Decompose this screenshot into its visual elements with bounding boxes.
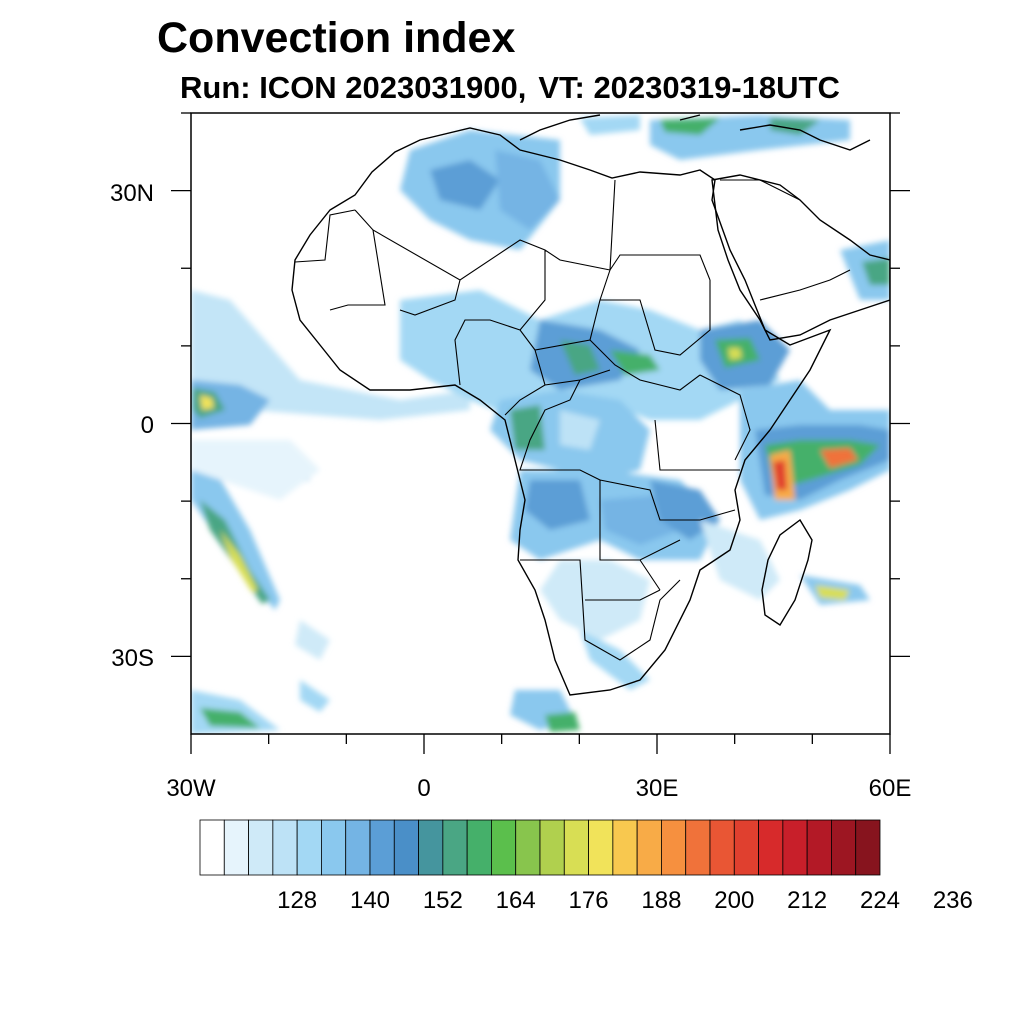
africa-coastline [291,127,832,696]
field-patch [525,480,590,530]
field-patch [773,460,787,490]
colorbar-swatch [782,819,808,876]
mediterranean-north-coast [519,114,871,151]
colorbar-swatch [321,819,347,876]
colorbar-swatch [709,819,735,876]
field-patch [820,448,858,468]
country-borders [294,179,851,661]
field-patch [191,290,470,420]
colorbar [199,819,881,876]
colorbar-swatch [369,819,395,876]
chart-title: Convection index [157,14,516,62]
border-line [294,179,851,661]
colorbar-swatch [272,819,298,876]
colorbar-swatch [661,819,687,876]
field-patch [770,118,820,135]
colorbar-label: 236 [932,887,973,914]
colorbar-swatch [418,819,444,876]
colorbar-swatch [685,819,711,876]
field-patch [200,708,260,728]
colorbar-swatch [855,819,881,876]
convection-field [191,115,890,734]
colorbar-swatch [806,819,832,876]
lat-label-30n: 30N [109,180,154,207]
field-patch [430,160,500,210]
colorbar-label: 200 [714,887,755,914]
colorbar-swatch [758,819,784,876]
field-patch [560,410,600,450]
colorbar-label: 188 [641,887,682,914]
lon-label-0: 0 [417,775,431,802]
field-patch [191,440,320,500]
field-patch [220,530,258,592]
colorbar-swatch [612,819,638,876]
colorbar-swatch [491,819,517,876]
colorbar-swatch [296,819,322,876]
colorbar-label: 212 [787,887,828,914]
colorbar-label: 164 [495,887,536,914]
colorbar-label: 128 [277,887,318,914]
arabia-coastline [711,174,890,341]
run-label: Run: ICON 2023031900, [180,70,527,105]
field-patch [610,350,660,375]
colorbar-label: 224 [859,887,901,914]
field-patch [660,118,720,135]
colorbar-label: 176 [568,887,609,914]
colorbar-swatch [248,819,274,876]
lon-label-60e: 60E [868,775,912,802]
field-patch [191,450,280,610]
field-patch [560,340,600,375]
field-patch [815,585,850,600]
colorbar-swatch [199,819,225,876]
axis-ticks [171,112,910,754]
colorbar-swatch [223,819,249,876]
colorbar-swatch [345,819,371,876]
field-patch [862,258,890,285]
valid-time-label: VT: 20230319-18UTC [538,70,840,105]
colorbar-swatch [831,819,857,876]
lon-label-30e: 30E [635,775,679,802]
field-patch [495,150,560,230]
field-patch [545,712,580,732]
colorbar-swatch [588,819,614,876]
lon-label-30w: 30W [166,775,216,802]
field-patch [728,348,742,360]
colorbar-swatch [442,819,468,876]
colorbar-label: 152 [422,887,463,914]
field-patch [300,680,330,712]
chart-subtitle: Run: ICON 2023031900, VT: 20230319-18UTC [180,70,840,106]
colorbar-swatch [466,819,492,876]
field-patch [580,115,640,135]
field-patch [200,395,214,410]
colorbar-swatch [515,819,541,876]
field-patch [295,620,330,660]
lat-label-30s: 30S [111,645,154,672]
colorbar-label: 140 [349,887,391,914]
madagascar-coastline [761,518,813,626]
colorbar-swatch [733,819,759,876]
field-patch [700,520,780,600]
coastlines [291,114,890,696]
field-patch [510,405,545,450]
colorbar-swatch [393,819,419,876]
field-patch [580,630,650,690]
colorbar-swatch [539,819,565,876]
colorbar-swatch [563,819,589,876]
lat-label-eq: 0 [140,412,154,439]
colorbar-swatch [636,819,662,876]
